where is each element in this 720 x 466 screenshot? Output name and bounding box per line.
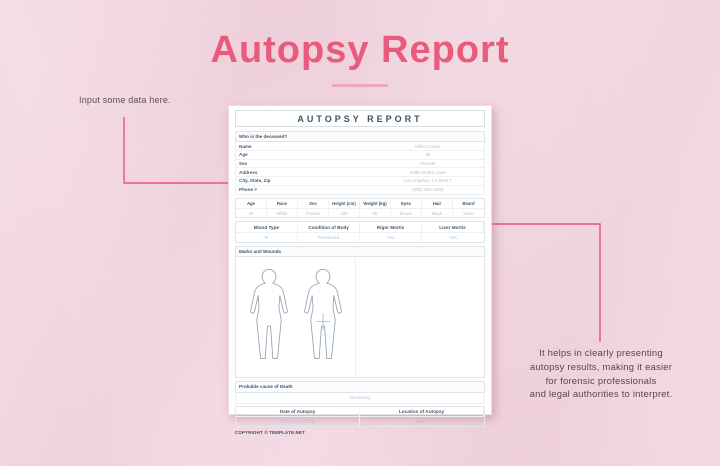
column-header: Age <box>236 199 267 209</box>
annotation-right-line: and legal authorities to interpret. <box>529 389 673 401</box>
field-value: Los Angeles, CA 90017 <box>403 178 452 184</box>
body-back-diagram <box>303 269 342 360</box>
column-header: Rigor Mortis <box>360 222 422 233</box>
table-cell: B <box>236 232 298 243</box>
annotation-right-text: It helps in clearly presenting autopsy r… <box>497 347 705 402</box>
column-header: Hair <box>422 199 453 209</box>
page-title: Autopsy Report <box>210 29 510 71</box>
document-title: AUTOPSY REPORT <box>235 110 485 127</box>
field-label: Age <box>239 152 248 158</box>
deceased-fields: Name Willie Cortez Age 36 Sex Female Add… <box>235 142 485 196</box>
column-header: Height (cm) <box>329 199 360 209</box>
field-label: Phone # <box>239 187 257 193</box>
annotation-right-line: It helps in clearly presenting <box>539 348 663 359</box>
body-front-diagram <box>249 269 288 360</box>
column-header: Weight (kg) <box>360 199 391 209</box>
autopsy-report-document: AUTOPSY REPORT Who is the deceased? Name… <box>228 105 492 435</box>
table-cell: Yes <box>449 235 457 241</box>
field-row: Sex Female <box>236 160 484 169</box>
table-cell: White <box>267 208 298 218</box>
autopsy-meta-table: Date of Autopsy Location of Autopsy Janu… <box>235 405 485 428</box>
table-cell: 165 <box>329 208 360 218</box>
column-header: Eyes <box>391 199 422 209</box>
body-diagrams <box>236 257 357 378</box>
column-header: Date of Autopsy <box>236 406 360 418</box>
section-deceased-heading: Who is the deceased? <box>235 131 485 143</box>
column-header: Beard <box>453 199 484 209</box>
field-value: Female <box>420 160 436 166</box>
column-header: Location of Autopsy <box>360 406 484 418</box>
table-cell: 60 <box>360 208 391 218</box>
field-value: 4095 Stutler Lane <box>409 169 446 175</box>
table-cell: Black <box>422 208 453 218</box>
table-cell: Preserved <box>298 232 360 243</box>
title-underline <box>332 84 388 87</box>
table-cell: Female <box>298 208 329 218</box>
marks-and-wounds-area <box>235 257 485 379</box>
field-row: City, State, Zip Los Angeles, CA 90017 <box>236 177 484 186</box>
field-row: Address 4095 Stutler Lane <box>236 168 484 177</box>
field-value: Willie Cortez <box>414 143 441 149</box>
table-cell: Yes <box>360 232 422 243</box>
section-marks-heading: Marks and Wounds <box>235 246 485 258</box>
table-cell: Miami <box>415 419 429 425</box>
field-label: Sex <box>239 160 248 166</box>
field-label: Name <box>239 143 252 149</box>
annotation-left-text: Input some data here. <box>79 95 171 105</box>
field-row: Age 36 <box>236 151 484 160</box>
table-cell: Brown <box>391 208 422 218</box>
field-value: 36 <box>425 152 431 158</box>
table-cell: 36 <box>236 208 267 218</box>
field-label: Address <box>239 169 258 175</box>
column-header: Liver Mortis <box>422 222 484 233</box>
column-header: Condition of Body <box>298 222 360 233</box>
physical-description-table: Age Race Sex Height (cm) Weight (kg) Eye… <box>235 198 485 219</box>
field-row: Name Willie Cortez <box>236 142 484 151</box>
marks-notes-area <box>356 257 484 377</box>
annotation-right-line: autopsy results, making it easier <box>529 361 673 373</box>
cause-of-death-value: Drowning <box>235 392 485 404</box>
document-footer: COPYRIGHT © TEMPLATE.NET <box>235 429 305 435</box>
body-condition-table: Blood Type Condition of Body Rigor Morti… <box>235 221 485 244</box>
column-header: Blood Type <box>236 222 298 233</box>
column-header: Race <box>267 199 298 209</box>
table-cell: January 3, 2050 <box>236 417 360 427</box>
column-header: Sex <box>298 199 329 209</box>
field-row: Phone # (555) 381-4255 <box>236 186 484 195</box>
section-cause-heading: Probable cause of Death <box>235 381 485 393</box>
annotation-right-line: for forensic professionals <box>545 375 657 387</box>
field-label: City, State, Zip <box>239 178 271 184</box>
field-value: (555) 381-4255 <box>412 187 444 193</box>
table-cell: None <box>463 210 474 216</box>
